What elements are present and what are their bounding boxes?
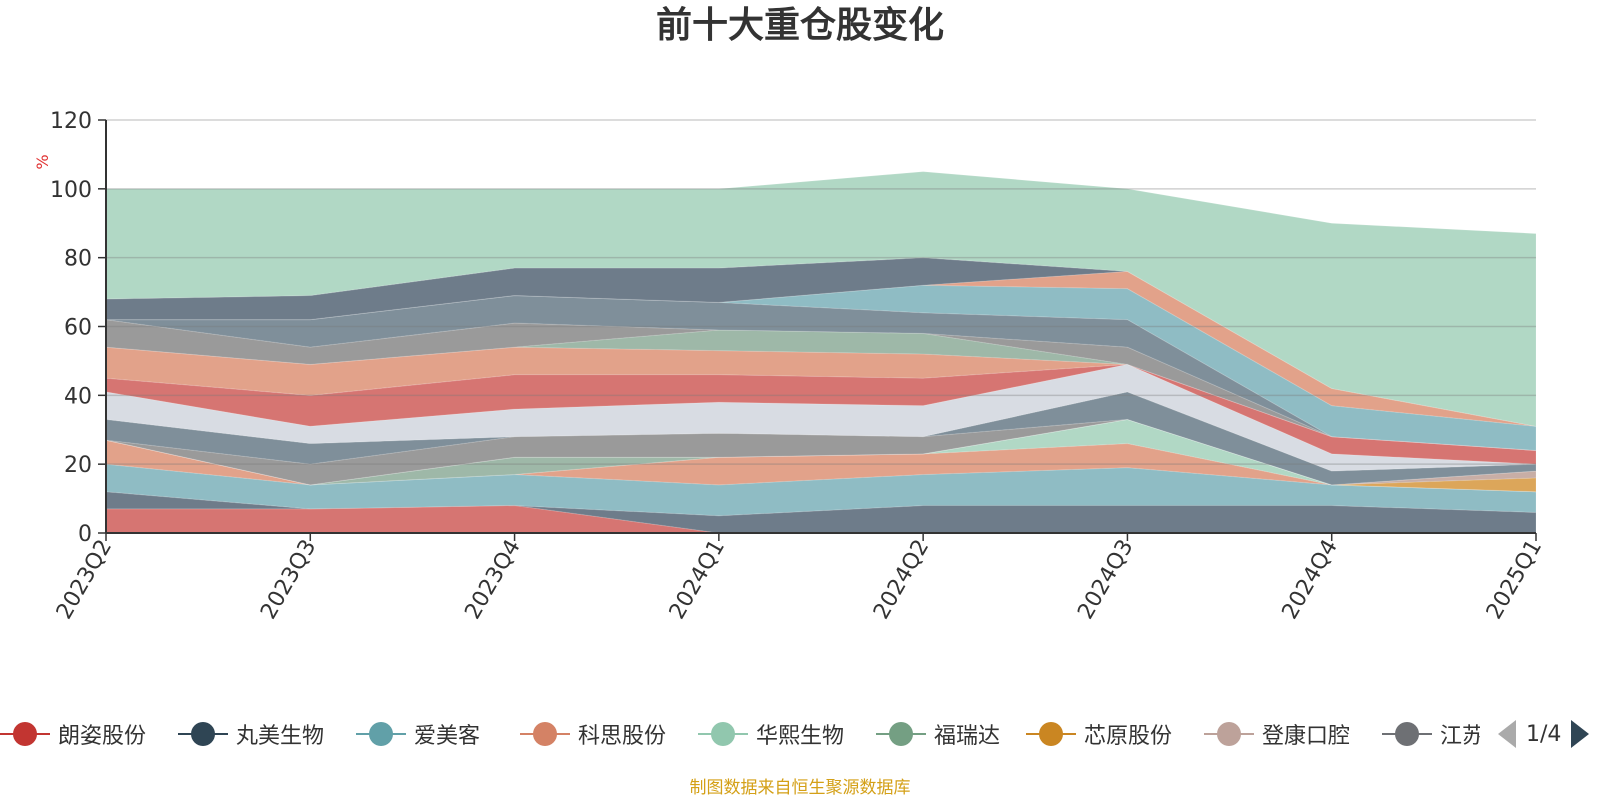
legend-next-page-icon[interactable] — [1571, 720, 1590, 748]
legend-item[interactable]: 丸美生物 — [178, 716, 324, 752]
legend-item[interactable]: 科思股份 — [520, 716, 666, 752]
legend-label: 华熙生物 — [756, 724, 845, 749]
data-source-note: 制图数据来自恒生聚源数据库 — [689, 778, 911, 798]
y-tick-label: 120 — [50, 109, 92, 134]
x-tick-label: 2024Q1 — [665, 536, 730, 624]
legend-marker-icon — [0, 720, 50, 748]
x-tick-label: 2024Q2 — [869, 536, 934, 624]
legend-label: 爱美客 — [414, 724, 481, 749]
area-series-9 — [105, 391, 1537, 486]
y-axis-unit-label: % — [33, 154, 52, 169]
x-tick-label: 2024Q3 — [1073, 536, 1138, 624]
legend-page-indicator: 1/4 — [1526, 721, 1562, 747]
legend-item[interactable]: 朗姿股份 — [0, 716, 146, 752]
legend-label: 丸美生物 — [236, 724, 325, 749]
legend-label: 芯原股份 — [1084, 724, 1173, 749]
y-tick-label: 80 — [64, 247, 92, 272]
areas-layer — [105, 171, 1537, 534]
grid-layer — [106, 119, 1536, 465]
legend: 朗姿股份 丸美生物 爱美客 科思股份 华熙生物 福瑞达 芯原股份 登康口腔 江苏吴中 1/4 — [0, 716, 1600, 756]
legend-marker-icon — [356, 720, 406, 748]
area-series-19 — [105, 171, 1537, 427]
legend-label: 江苏吴中 — [1440, 724, 1480, 749]
legend-item[interactable]: 华熙生物 — [698, 716, 844, 752]
stacked-area-chart: 0 20 40 60 80 100 120 2023Q2 2023Q3 2023Q4 2024Q1 2… — [33, 109, 1547, 624]
x-tick-label: 2025Q1 — [1482, 536, 1547, 624]
legend-marker-icon — [1382, 720, 1432, 748]
legend-label: 福瑞达 — [934, 724, 1001, 749]
legend-marker-icon — [520, 720, 570, 748]
x-tick-label: 2024Q4 — [1278, 536, 1343, 624]
legend-label: 科思股份 — [578, 724, 667, 749]
y-tick-label: 20 — [64, 453, 92, 478]
legend-items: 朗姿股份 丸美生物 爱美客 科思股份 华熙生物 福瑞达 芯原股份 登康口腔 江苏吴中 — [0, 716, 1480, 756]
legend-prev-page-icon[interactable] — [1498, 720, 1516, 748]
legend-item[interactable]: 江苏吴中 — [1382, 716, 1480, 752]
chart-title: 前十大重仓股变化 — [655, 5, 944, 46]
legend-marker-icon — [1204, 720, 1254, 748]
area-series-2 — [105, 463, 1537, 517]
legend-marker-icon — [698, 720, 748, 748]
legend-item[interactable]: 登康口腔 — [1204, 716, 1350, 752]
legend-item[interactable]: 福瑞达 — [876, 716, 1000, 752]
legend-label: 朗姿股份 — [58, 724, 147, 749]
y-tick-label: 60 — [64, 316, 92, 341]
legend-item[interactable]: 爱美客 — [356, 716, 480, 752]
y-tick-label: 40 — [64, 384, 92, 409]
legend-item[interactable]: 芯原股份 — [1026, 716, 1172, 752]
area-series-10 — [105, 363, 1537, 472]
legend-marker-icon — [1026, 720, 1076, 748]
y-tick-label: 100 — [50, 178, 92, 203]
x-tick-label: 2023Q2 — [52, 536, 117, 624]
x-tick-label: 2023Q3 — [256, 536, 321, 624]
area-series-18 — [105, 257, 1537, 427]
legend-pager: 1/4 — [1498, 716, 1590, 752]
legend-marker-icon — [876, 720, 926, 748]
legend-marker-icon — [178, 720, 228, 748]
y-tick-label: 0 — [78, 522, 92, 547]
legend-label: 登康口腔 — [1262, 724, 1351, 749]
x-tick-label: 2023Q4 — [460, 536, 525, 624]
